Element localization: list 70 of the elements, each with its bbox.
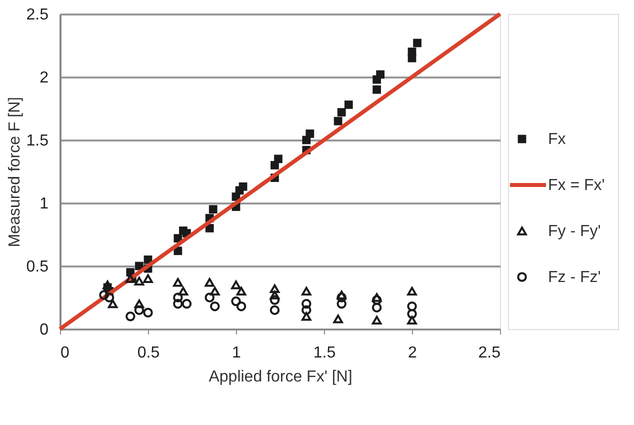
- point: [302, 305, 312, 315]
- point: [407, 286, 417, 296]
- y-tick-label: 2: [40, 70, 49, 86]
- point: [334, 116, 342, 126]
- point: [108, 299, 118, 308]
- point: [376, 70, 385, 79]
- point: [306, 130, 314, 138]
- point: [344, 100, 353, 109]
- point: [270, 290, 280, 300]
- x-tick-label: 1: [232, 344, 242, 362]
- point: [372, 316, 382, 325]
- point: [336, 290, 346, 300]
- legend-label: Fx = Fx': [548, 177, 605, 194]
- x-tick-label: 2: [408, 344, 418, 362]
- legend-label: Fz - Fz': [548, 269, 601, 286]
- point: [143, 274, 153, 283]
- legend-label: Fy - Fy': [548, 223, 601, 240]
- point: [99, 290, 109, 300]
- point: [372, 302, 382, 312]
- point: [173, 298, 183, 309]
- x-tick-label: 0: [60, 344, 70, 362]
- point: [210, 286, 220, 296]
- point: [270, 305, 280, 315]
- y-tick-label: 0.5: [26, 258, 49, 276]
- point: [407, 316, 417, 325]
- point: [182, 298, 192, 309]
- point: [231, 280, 241, 290]
- point: [236, 301, 246, 312]
- point: [178, 286, 188, 296]
- point: [204, 278, 214, 287]
- point: [302, 312, 312, 321]
- point: [336, 298, 346, 309]
- x-tick-label: 0.5: [137, 344, 160, 362]
- point: [333, 314, 343, 324]
- point: [102, 280, 112, 290]
- point: [208, 205, 218, 214]
- point: [236, 286, 246, 296]
- point: [238, 182, 248, 191]
- point: [134, 276, 144, 286]
- point: [372, 293, 382, 302]
- point: [173, 292, 183, 302]
- point: [407, 309, 417, 319]
- point: [143, 308, 153, 318]
- point: [337, 108, 346, 116]
- point: [302, 298, 312, 309]
- point: [407, 301, 417, 312]
- point: [231, 296, 241, 306]
- point: [104, 292, 114, 302]
- point: [413, 38, 422, 48]
- point: [204, 292, 214, 302]
- legend-label: Fx: [548, 131, 566, 148]
- point: [134, 299, 144, 308]
- y-tick-label: 2.5: [26, 6, 49, 24]
- y-tick-label: 1.5: [26, 132, 49, 150]
- point: [302, 286, 312, 296]
- y-tick-label: 1: [40, 196, 49, 212]
- point: [134, 305, 144, 315]
- point: [210, 301, 220, 312]
- point: [274, 154, 282, 164]
- point: [173, 278, 183, 287]
- y-tick-label: 0: [40, 322, 49, 338]
- point: [372, 85, 381, 94]
- point: [270, 284, 280, 294]
- point: [270, 295, 280, 305]
- point: [408, 48, 416, 56]
- x-tick-label: 2.5: [478, 344, 501, 362]
- x-axis-title: Applied force Fx' [N]: [208, 368, 352, 386]
- x-tick-label: 1.5: [313, 344, 336, 362]
- y-axis-title: Measured force F [N]: [6, 96, 24, 248]
- point: [126, 312, 136, 322]
